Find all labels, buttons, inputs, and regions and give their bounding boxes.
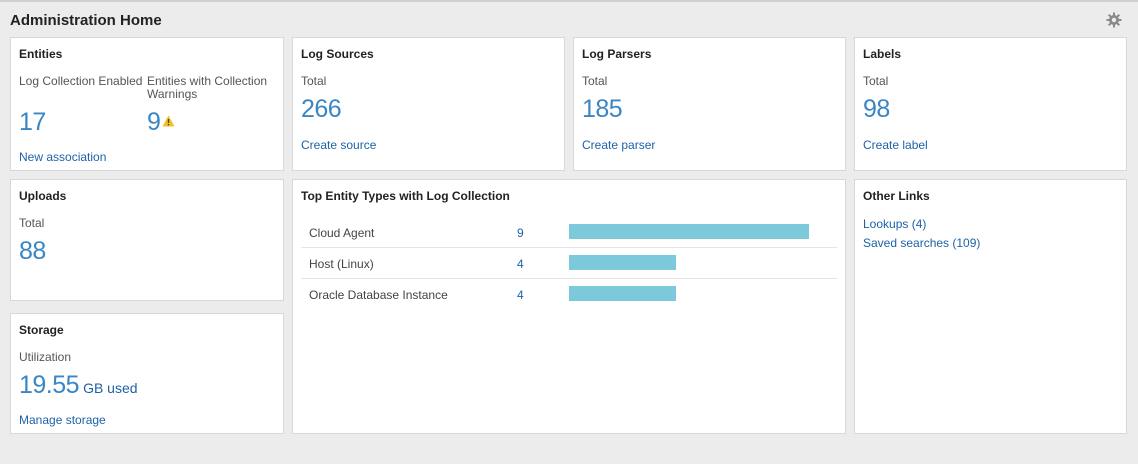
page-title: Administration Home — [10, 12, 162, 29]
log-sources-total-label: Total — [301, 74, 327, 88]
uploads-total-label: Total — [19, 216, 45, 230]
new-association-link[interactable]: New association — [19, 150, 107, 164]
collection-warnings-value-wrap: 9 — [147, 108, 175, 137]
uploads-total-value[interactable]: 88 — [19, 237, 46, 265]
gear-icon[interactable] — [1106, 12, 1122, 28]
storage-utilization-label: Utilization — [19, 350, 72, 364]
log-parsers-card: Log Parsers Total 185 Create parser — [573, 37, 846, 171]
log-sources-total-value[interactable]: 266 — [301, 95, 342, 123]
table-row: Cloud Agent 9 — [301, 217, 837, 248]
log-parsers-title: Log Parsers — [582, 47, 652, 61]
log-collection-enabled-value: 17 — [19, 108, 46, 136]
entity-type-bar — [569, 286, 676, 301]
create-parser-link[interactable]: Create parser — [582, 138, 656, 152]
storage-title: Storage — [19, 323, 64, 337]
entities-title: Entities — [19, 47, 63, 61]
other-links-card: Other Links Lookups (4) Saved searches (… — [854, 179, 1127, 434]
entity-type-count[interactable]: 9 — [517, 226, 524, 240]
entity-type-name: Host (Linux) — [309, 257, 374, 271]
storage-utilization-value: 19.55 — [19, 371, 80, 399]
uploads-title: Uploads — [19, 189, 67, 203]
log-collection-enabled-label: Log Collection Enabled — [19, 74, 143, 88]
entity-type-count[interactable]: 4 — [517, 288, 524, 302]
labels-title: Labels — [863, 47, 902, 61]
uploads-card: Uploads Total 88 — [10, 179, 284, 301]
saved-searches-link[interactable]: Saved searches (109) — [863, 236, 981, 250]
labels-total-label: Total — [863, 74, 889, 88]
manage-storage-link[interactable]: Manage storage — [19, 413, 106, 427]
storage-utilization: 19.55 GB used — [19, 371, 138, 400]
table-row: Oracle Database Instance 4 — [301, 279, 837, 310]
storage-unit: GB used — [83, 380, 138, 396]
entity-type-bar — [569, 255, 676, 270]
log-sources-title: Log Sources — [301, 47, 374, 61]
table-row: Host (Linux) 4 — [301, 248, 837, 279]
entities-card: Entities Log Collection Enabled 17 Entit… — [10, 37, 284, 171]
top-border — [0, 0, 1138, 2]
entity-type-name: Cloud Agent — [309, 226, 375, 240]
labels-total-value[interactable]: 98 — [863, 95, 890, 123]
labels-card: Labels Total 98 Create label — [854, 37, 1127, 171]
lookups-link[interactable]: Lookups (4) — [863, 217, 927, 231]
entity-type-bar — [569, 224, 809, 239]
warning-icon — [162, 115, 175, 127]
log-parsers-total-value[interactable]: 185 — [582, 95, 623, 123]
storage-card: Storage Utilization 19.55 GB used Manage … — [10, 313, 284, 434]
top-entity-types-title: Top Entity Types with Log Collection — [301, 189, 510, 203]
other-links-title: Other Links — [863, 189, 930, 203]
entity-type-name: Oracle Database Instance — [309, 288, 448, 302]
entity-type-count[interactable]: 4 — [517, 257, 524, 271]
top-entity-types-card: Top Entity Types with Log Collection Clo… — [292, 179, 846, 434]
create-source-link[interactable]: Create source — [301, 138, 377, 152]
log-parsers-total-label: Total — [582, 74, 608, 88]
collection-warnings-value: 9 — [147, 108, 161, 136]
log-sources-card: Log Sources Total 266 Create source — [292, 37, 565, 171]
create-label-link[interactable]: Create label — [863, 138, 928, 152]
collection-warnings-label: Entities with Collection Warnings — [147, 74, 268, 101]
